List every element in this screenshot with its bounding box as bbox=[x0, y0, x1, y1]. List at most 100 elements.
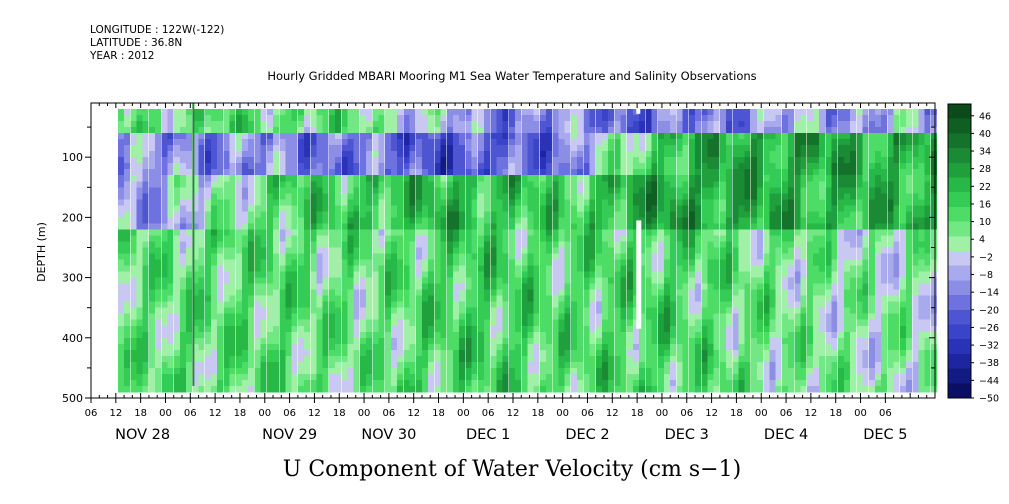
heatmap-cell bbox=[279, 247, 286, 255]
heatmap-cell bbox=[273, 367, 280, 375]
heatmap-cell bbox=[335, 169, 342, 176]
heatmap-cell bbox=[390, 181, 397, 188]
heatmap-cell bbox=[477, 313, 484, 321]
heatmap-cell bbox=[477, 223, 484, 231]
heatmap-cell bbox=[539, 259, 546, 267]
heatmap-cell bbox=[161, 325, 168, 333]
heatmap-cell bbox=[589, 349, 596, 357]
heatmap-cell bbox=[750, 121, 757, 128]
heatmap-cell bbox=[210, 121, 217, 128]
heatmap-cell bbox=[713, 163, 720, 170]
heatmap-cell bbox=[390, 265, 397, 273]
heatmap-cell bbox=[235, 187, 242, 194]
heatmap-cell bbox=[248, 247, 255, 255]
heatmap-cell bbox=[248, 343, 255, 351]
heatmap-cell bbox=[527, 301, 534, 309]
heatmap-cell bbox=[521, 145, 528, 152]
heatmap-cell bbox=[415, 361, 422, 369]
heatmap-cell bbox=[651, 325, 658, 333]
heatmap-cell bbox=[775, 127, 782, 134]
heatmap-cell bbox=[347, 367, 354, 375]
heatmap-cell bbox=[527, 349, 534, 357]
heatmap-cell bbox=[657, 373, 664, 381]
heatmap-cell bbox=[409, 247, 416, 255]
heatmap-cell bbox=[310, 193, 317, 200]
heatmap-cell bbox=[726, 319, 733, 327]
heatmap-cell bbox=[192, 301, 199, 309]
heatmap-cell bbox=[415, 337, 422, 345]
heatmap-cell bbox=[577, 181, 584, 188]
heatmap-cell bbox=[304, 361, 311, 369]
heatmap-cell bbox=[620, 175, 627, 182]
heatmap-cell bbox=[527, 229, 534, 237]
heatmap-cell bbox=[459, 253, 466, 261]
heatmap-cell bbox=[726, 343, 733, 351]
heatmap-cell bbox=[142, 205, 149, 212]
heatmap-cell bbox=[670, 217, 677, 225]
heatmap-cell bbox=[670, 277, 677, 285]
heatmap-cell bbox=[223, 241, 230, 249]
heatmap-cell bbox=[316, 373, 323, 381]
heatmap-cell bbox=[198, 319, 205, 327]
heatmap-cell bbox=[248, 289, 255, 297]
heatmap-cell bbox=[769, 313, 776, 321]
heatmap-cell bbox=[484, 253, 491, 261]
heatmap-cell bbox=[539, 247, 546, 255]
heatmap-cell bbox=[167, 331, 174, 339]
heatmap-cell bbox=[701, 211, 708, 218]
heatmap-cell bbox=[688, 169, 695, 176]
heatmap-cell bbox=[645, 199, 652, 206]
heatmap-cell bbox=[397, 175, 404, 182]
heatmap-cell bbox=[353, 379, 360, 387]
heatmap-cell bbox=[421, 241, 428, 249]
heatmap-cell bbox=[533, 259, 540, 267]
heatmap-cell bbox=[533, 367, 540, 375]
heatmap-cell bbox=[440, 373, 447, 381]
heatmap-cell bbox=[248, 367, 255, 375]
heatmap-cell bbox=[328, 127, 335, 134]
heatmap-cell bbox=[328, 283, 335, 291]
heatmap-cell bbox=[508, 289, 515, 297]
heatmap-cell bbox=[713, 205, 720, 212]
heatmap-cell bbox=[632, 115, 639, 122]
heatmap-cell bbox=[204, 145, 211, 152]
heatmap-cell bbox=[744, 133, 751, 140]
heatmap-cell bbox=[546, 241, 553, 249]
heatmap-cell bbox=[341, 127, 348, 134]
heatmap-cell bbox=[366, 187, 373, 194]
heatmap-cell bbox=[707, 355, 714, 363]
heatmap-cell bbox=[477, 187, 484, 194]
heatmap-cell bbox=[186, 193, 193, 200]
heatmap-cell bbox=[688, 283, 695, 291]
heatmap-cell bbox=[657, 343, 664, 351]
heatmap-cell bbox=[117, 361, 124, 369]
heatmap-cell bbox=[142, 373, 149, 381]
heatmap-cell bbox=[297, 157, 304, 164]
heatmap-cell bbox=[148, 241, 155, 249]
heatmap-cell bbox=[359, 115, 366, 122]
heatmap-cell bbox=[297, 217, 304, 225]
heatmap-cell bbox=[670, 163, 677, 170]
heatmap-cell bbox=[614, 301, 621, 309]
heatmap-cell bbox=[198, 217, 205, 225]
heatmap-cell bbox=[601, 139, 608, 146]
heatmap-cell bbox=[390, 133, 397, 140]
heatmap-cell bbox=[670, 331, 677, 339]
heatmap-cell bbox=[155, 181, 162, 188]
heatmap-cell bbox=[384, 223, 391, 231]
heatmap-cell bbox=[297, 289, 304, 297]
heatmap-cell bbox=[564, 355, 571, 363]
heatmap-cell bbox=[359, 295, 366, 303]
heatmap-cell bbox=[403, 181, 410, 188]
heatmap-cell bbox=[521, 223, 528, 231]
heatmap-cell bbox=[260, 121, 267, 128]
heatmap-cell bbox=[179, 175, 186, 182]
heatmap-cell bbox=[248, 229, 255, 237]
heatmap-cell bbox=[508, 271, 515, 279]
heatmap-cell bbox=[719, 379, 726, 387]
heatmap-cell bbox=[397, 373, 404, 381]
heatmap-cell bbox=[421, 373, 428, 381]
heatmap-cell bbox=[217, 385, 224, 393]
heatmap-cell bbox=[769, 217, 776, 225]
heatmap-cell bbox=[595, 109, 602, 116]
